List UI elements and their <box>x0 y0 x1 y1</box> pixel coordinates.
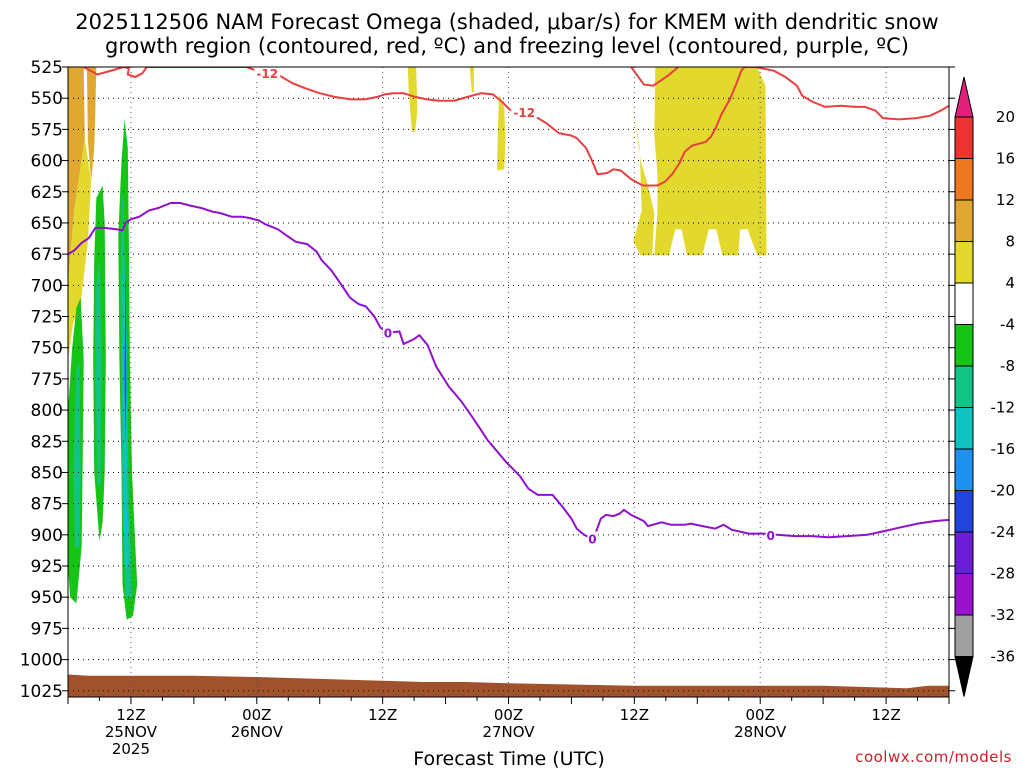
y-tick-label-2: 575 <box>31 120 63 140</box>
colorbar-band-12 <box>954 614 974 657</box>
grid-layer <box>68 66 949 697</box>
colorbar-legend: 20 16 12 8 4 -4 -8 -12 -16 -20 -24 -28 -32 -36 <box>954 76 1016 697</box>
colorbar-label-7: -12 <box>991 399 1016 417</box>
y-tick-label-1: 550 <box>31 89 63 109</box>
colorbar-label-9: -20 <box>991 482 1016 500</box>
x-tick-label-6: 12Z <box>871 706 900 724</box>
x-tick-label-4: 12Z <box>620 706 649 724</box>
omega-area-6-0 <box>124 272 127 442</box>
freezing-level-label-0: 0 <box>384 327 392 341</box>
dgz-contour-label-bg-0 <box>254 67 281 80</box>
y-tick-label-20: 1025 <box>20 682 63 702</box>
colorbar-band-11 <box>954 573 974 616</box>
colorbar-label-3: 8 <box>1005 233 1015 251</box>
y-tick-label-8: 725 <box>31 308 63 328</box>
colorbar-band-10 <box>954 531 974 574</box>
omega-area-1-1 <box>407 67 418 132</box>
dgz-contour-label-bg-1 <box>511 104 538 118</box>
omega-area-3-1 <box>95 260 102 485</box>
y-tick-label-13: 850 <box>31 463 63 483</box>
colorbar-label-10: -24 <box>991 523 1016 541</box>
omega-area-0-0 <box>68 67 85 286</box>
x-tick-date-1: 26NOV <box>231 723 284 741</box>
colorbar-band-6 <box>954 365 974 408</box>
contour-layer: -12 -12 0 0 0 <box>68 67 949 547</box>
colorbar-label-2: 12 <box>996 191 1015 209</box>
colorbar-top-arrow <box>954 76 974 118</box>
credit-link[interactable]: coolwx.com/models <box>855 748 1012 766</box>
colorbar-label-0: 20 <box>996 108 1015 126</box>
chart-title-line-2: growth region (contoured, red, ºC) and f… <box>105 34 909 58</box>
freezing-level-label-bg-1 <box>587 531 598 545</box>
y-axis: 525 550 575 600 625 650 675 700 725 750 775 800 825 8… <box>20 58 955 702</box>
y-tick-label-11: 800 <box>31 401 63 421</box>
freezing-level-label-2: 0 <box>767 529 775 543</box>
colorbar-band-8 <box>954 448 974 491</box>
colorbar-bottom-arrow <box>954 656 974 697</box>
dgz-contour-label-0: -12 <box>256 67 278 81</box>
colorbar-label-13: -36 <box>991 648 1016 666</box>
omega-area-0-1 <box>86 67 97 182</box>
colorbar-label-12: -32 <box>991 606 1016 624</box>
y-tick-label-14: 875 <box>31 495 63 515</box>
colorbar-label-6: -8 <box>1000 357 1015 375</box>
y-tick-label-7: 700 <box>31 276 63 296</box>
y-tick-label-12: 825 <box>31 432 63 452</box>
x-tick-label-0: 12Z <box>116 706 145 724</box>
y-tick-label-15: 900 <box>31 526 63 546</box>
colorbar-label-8: -16 <box>991 440 1016 458</box>
y-tick-label-6: 675 <box>31 245 63 265</box>
colorbar-band-3 <box>954 241 974 284</box>
omega-shading-layer <box>68 67 767 620</box>
dgz-contour-line-2 <box>630 67 680 87</box>
colorbar-band-7 <box>954 407 974 450</box>
omega-area-1-4 <box>632 100 655 256</box>
terrain-layer <box>68 674 949 697</box>
freezing-level-label-bg-2 <box>765 527 776 541</box>
x-tick-label-1: 00Z <box>242 706 271 724</box>
x-tick-date-5: 28NOV <box>734 723 787 741</box>
x-tick-date-3: 27NOV <box>482 723 535 741</box>
x-tick-date-0: 25NOV <box>105 723 158 741</box>
omega-area-1-0 <box>68 138 92 361</box>
y-tick-label-0: 525 <box>31 58 63 78</box>
colorbar-band-1 <box>954 158 974 201</box>
x-tick-label-2: 12Z <box>368 706 397 724</box>
x-tick-year-0: 2025 <box>112 740 150 758</box>
freezing-level-label-1: 0 <box>588 533 596 547</box>
omega-area-1-2 <box>469 67 474 92</box>
y-tick-label-17: 950 <box>31 588 63 608</box>
x-tick-label-3: 00Z <box>494 706 523 724</box>
colorbar-label-1: 16 <box>996 150 1015 168</box>
y-tick-label-19: 1000 <box>20 651 63 671</box>
dgz-contour-label-1: -12 <box>513 106 535 120</box>
omega-area-1-3 <box>497 94 506 171</box>
y-tick-label-10: 775 <box>31 370 63 390</box>
colorbar-band-0 <box>954 116 974 159</box>
y-tick-label-4: 625 <box>31 183 63 203</box>
freezing-level-label-bg-0 <box>382 325 393 339</box>
terrain-fill <box>68 674 949 697</box>
freezing-level-line <box>68 202 949 539</box>
y-tick-label-3: 600 <box>31 152 63 172</box>
colorbar-band-2 <box>954 199 974 242</box>
omega-area-3-0 <box>73 360 81 548</box>
x-axis-label: Forecast Time (UTC) <box>413 748 604 768</box>
colorbar-band-4 <box>954 282 974 325</box>
omega-area-1-5 <box>654 67 767 256</box>
colorbar-band-5 <box>954 324 974 367</box>
chart-title-line-1: 2025112506 NAM Forecast Omega (shaded, μ… <box>75 10 938 34</box>
dgz-contour-line <box>83 67 949 187</box>
colorbar-label-4: 4 <box>1005 274 1015 292</box>
colorbar-band-9 <box>954 490 974 533</box>
y-tick-label-18: 975 <box>31 619 63 639</box>
colorbar-label-11: -28 <box>991 565 1016 583</box>
colorbar-label-5: -4 <box>1000 316 1015 334</box>
x-tick-label-5: 00Z <box>746 706 775 724</box>
y-tick-label-9: 750 <box>31 339 63 359</box>
y-tick-label-5: 650 <box>31 214 63 234</box>
y-tick-label-16: 925 <box>31 557 63 577</box>
